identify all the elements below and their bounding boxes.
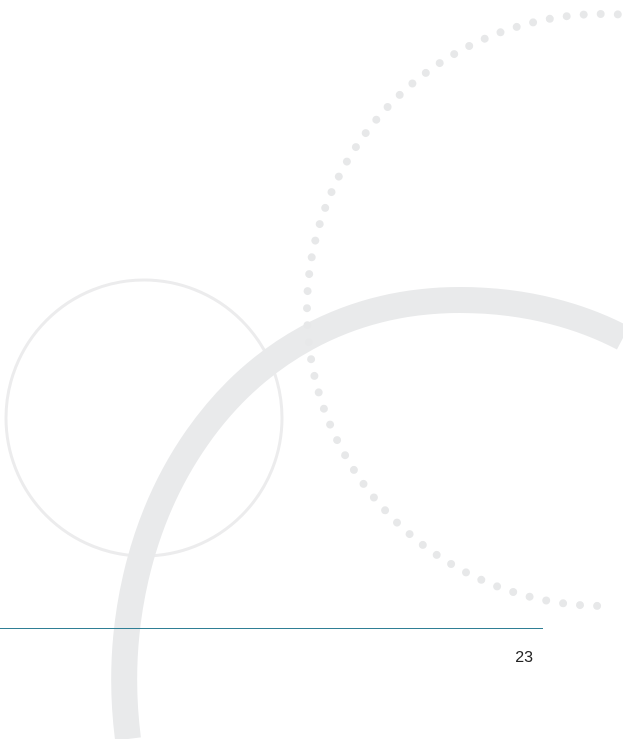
decor-dot — [542, 596, 551, 605]
decor-dot — [334, 172, 343, 181]
decor-dot — [319, 404, 328, 413]
decor-dot — [314, 388, 323, 397]
decor-dot — [493, 582, 502, 591]
decor-dot — [303, 287, 312, 296]
decor-dot — [333, 436, 342, 445]
decor-dot — [311, 236, 320, 245]
decor-dot — [447, 560, 456, 568]
decor-dot — [512, 22, 521, 31]
decor-dot — [307, 253, 316, 262]
decor-dot — [596, 10, 605, 18]
decor-dot — [525, 592, 534, 601]
decor-dot — [418, 540, 427, 549]
decor-dot — [405, 530, 414, 539]
dotted-arc-decoration — [303, 10, 622, 610]
decor-dot — [383, 103, 392, 111]
decor-dot — [435, 59, 444, 68]
decor-dot — [496, 28, 505, 37]
decor-dot — [450, 50, 459, 59]
decor-dot — [421, 68, 430, 77]
decor-dot — [305, 270, 314, 279]
decor-dot — [579, 10, 588, 19]
decor-dot — [304, 338, 313, 347]
decor-dot — [593, 601, 602, 610]
decor-dot — [465, 42, 474, 50]
decor-dot — [349, 465, 358, 474]
decor-dot — [395, 90, 404, 99]
decor-dot — [369, 493, 378, 502]
decor-dot — [341, 451, 350, 460]
decor-dot — [303, 304, 311, 313]
decor-dot — [307, 355, 316, 364]
decor-dot — [372, 115, 381, 124]
decor-dot — [545, 14, 554, 23]
decor-dot — [310, 371, 319, 380]
decor-dot — [315, 220, 324, 229]
decor-dot — [562, 12, 571, 21]
decor-dot — [393, 518, 401, 527]
decor-dot — [559, 599, 568, 608]
decor-dot — [509, 588, 518, 596]
decor-dot — [321, 203, 330, 212]
decor-dot — [326, 420, 335, 429]
decor-dot — [408, 79, 417, 88]
decor-dot — [480, 34, 489, 43]
decor-dot — [432, 550, 441, 559]
decor-dot — [529, 18, 538, 27]
page-number: 23 — [515, 649, 533, 666]
decor-dot — [327, 188, 336, 197]
decor-dot — [351, 143, 360, 152]
decor-dot — [477, 575, 486, 584]
decor-dot — [576, 601, 584, 610]
decor-dot — [462, 568, 470, 577]
decor-dot — [303, 321, 312, 330]
decor-dot — [361, 129, 370, 138]
decor-dot — [613, 10, 622, 19]
decor-dot — [359, 479, 368, 488]
footer-divider — [0, 628, 543, 629]
decor-dot — [381, 506, 390, 515]
thick-arc-decoration — [111, 286, 623, 739]
decor-dot — [342, 157, 351, 166]
